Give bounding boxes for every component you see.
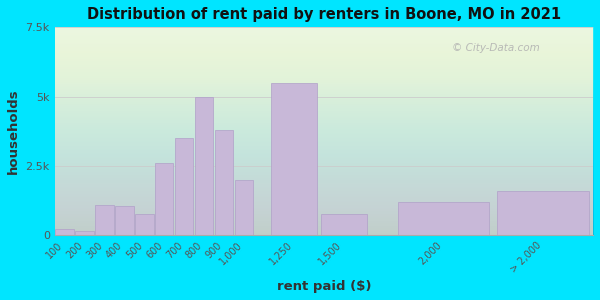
Bar: [215, 130, 233, 235]
Bar: [135, 214, 154, 235]
Bar: [95, 205, 113, 235]
Bar: [115, 206, 134, 235]
Bar: [76, 231, 94, 235]
Y-axis label: households: households: [7, 88, 20, 174]
Bar: [398, 202, 490, 235]
Bar: [175, 138, 193, 235]
Bar: [195, 97, 214, 235]
X-axis label: rent paid ($): rent paid ($): [277, 280, 371, 293]
Title: Distribution of rent paid by renters in Boone, MO in 2021: Distribution of rent paid by renters in …: [87, 7, 561, 22]
Bar: [235, 180, 253, 235]
Text: © City-Data.com: © City-Data.com: [452, 43, 540, 53]
Bar: [55, 230, 74, 235]
Bar: [321, 214, 367, 235]
Bar: [155, 163, 173, 235]
Bar: [271, 83, 317, 235]
Bar: [497, 191, 589, 235]
